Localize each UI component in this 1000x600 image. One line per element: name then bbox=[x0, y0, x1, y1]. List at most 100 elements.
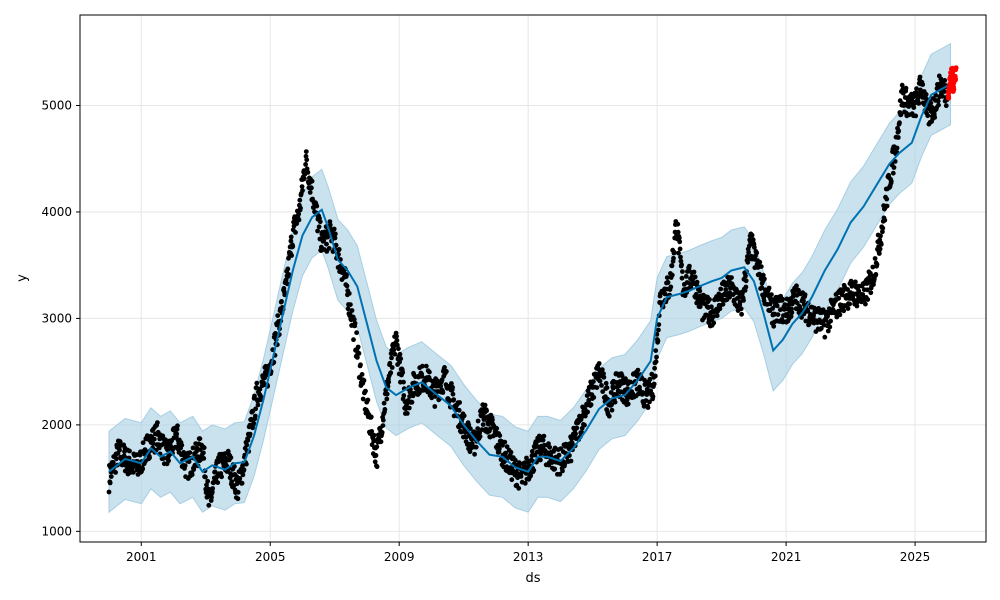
observed-point bbox=[606, 413, 612, 419]
observed-point bbox=[482, 402, 488, 408]
observed-point bbox=[368, 414, 374, 420]
observed-point bbox=[647, 376, 653, 382]
observed-point bbox=[895, 135, 901, 140]
observed-point bbox=[868, 290, 874, 296]
observed-point bbox=[653, 348, 659, 353]
observed-point bbox=[936, 102, 941, 108]
observed-point bbox=[729, 275, 734, 280]
observed-point bbox=[175, 423, 180, 429]
observed-point bbox=[155, 420, 160, 425]
observed-point bbox=[873, 272, 879, 277]
observed-point bbox=[286, 272, 292, 277]
observed-point bbox=[836, 295, 842, 301]
observed-point bbox=[379, 430, 385, 435]
observed-point bbox=[288, 238, 294, 244]
observed-point bbox=[680, 269, 685, 274]
observed-point bbox=[285, 266, 291, 272]
observed-point bbox=[382, 407, 388, 412]
observed-point bbox=[355, 344, 361, 350]
observed-point bbox=[933, 92, 939, 98]
recent-point bbox=[946, 95, 952, 101]
observed-point bbox=[845, 287, 850, 292]
observed-point bbox=[472, 451, 477, 457]
observed-point bbox=[245, 437, 251, 443]
observed-point bbox=[371, 432, 377, 438]
observed-point bbox=[409, 399, 415, 405]
observed-point bbox=[466, 422, 472, 428]
observed-point bbox=[477, 434, 483, 439]
observed-point bbox=[332, 235, 338, 241]
observed-point bbox=[444, 369, 449, 374]
observed-point bbox=[597, 378, 603, 384]
observed-point bbox=[878, 233, 883, 239]
observed-point bbox=[303, 162, 308, 167]
observed-point bbox=[754, 250, 760, 256]
observed-point bbox=[522, 480, 528, 486]
observed-point bbox=[298, 205, 303, 211]
observed-point bbox=[333, 231, 338, 237]
observed-point bbox=[442, 365, 447, 370]
observed-point bbox=[914, 86, 919, 92]
observed-point bbox=[140, 440, 146, 446]
observed-point bbox=[114, 456, 119, 462]
observed-point bbox=[303, 149, 309, 155]
observed-point bbox=[475, 426, 481, 431]
y-axis-ticks: 1000 2000 3000 4000 5000 bbox=[41, 98, 80, 538]
observed-point bbox=[601, 374, 607, 380]
observed-point bbox=[461, 413, 467, 419]
observed-point bbox=[344, 272, 349, 277]
observed-point bbox=[315, 228, 320, 234]
observed-point bbox=[845, 306, 851, 311]
observed-point bbox=[709, 304, 714, 310]
observed-point bbox=[635, 367, 641, 373]
observed-point bbox=[582, 422, 587, 428]
observed-point bbox=[872, 256, 878, 261]
observed-point bbox=[293, 230, 298, 235]
observed-point bbox=[935, 98, 941, 104]
observed-point bbox=[314, 203, 320, 209]
observed-point bbox=[718, 286, 724, 292]
observed-point bbox=[241, 467, 247, 473]
observed-point bbox=[604, 385, 610, 391]
observed-point bbox=[365, 397, 371, 403]
observed-point bbox=[516, 485, 522, 491]
observed-point bbox=[805, 308, 811, 314]
observed-point bbox=[358, 362, 363, 368]
observed-point bbox=[257, 386, 263, 392]
observed-point bbox=[509, 477, 515, 483]
observed-point bbox=[880, 229, 885, 235]
observed-point bbox=[288, 234, 294, 240]
observed-point bbox=[387, 360, 393, 366]
observed-point bbox=[941, 89, 947, 94]
observed-point bbox=[596, 361, 602, 366]
observed-point bbox=[333, 242, 339, 248]
observed-point bbox=[182, 463, 188, 468]
observed-points bbox=[106, 73, 950, 508]
observed-point bbox=[300, 188, 305, 193]
observed-point bbox=[739, 311, 744, 317]
observed-point bbox=[760, 272, 766, 278]
observed-point bbox=[568, 458, 574, 464]
observed-point bbox=[793, 306, 799, 312]
observed-point bbox=[720, 301, 726, 307]
observed-point bbox=[187, 450, 193, 455]
observed-point bbox=[898, 112, 904, 117]
observed-point bbox=[874, 262, 880, 267]
observed-point bbox=[913, 113, 919, 119]
observed-point bbox=[676, 250, 681, 256]
observed-point bbox=[206, 502, 212, 508]
observed-point bbox=[380, 417, 386, 423]
observed-point bbox=[600, 389, 606, 394]
observed-point bbox=[782, 302, 788, 307]
observed-point bbox=[603, 380, 609, 386]
observed-point bbox=[450, 385, 455, 390]
observed-point bbox=[662, 291, 668, 297]
observed-point bbox=[529, 449, 535, 454]
observed-point bbox=[741, 298, 746, 303]
observed-point bbox=[117, 447, 122, 453]
observed-point bbox=[609, 407, 615, 413]
observed-point bbox=[384, 391, 390, 397]
observed-point bbox=[668, 284, 674, 290]
observed-point bbox=[127, 448, 132, 454]
observed-point bbox=[205, 478, 211, 484]
